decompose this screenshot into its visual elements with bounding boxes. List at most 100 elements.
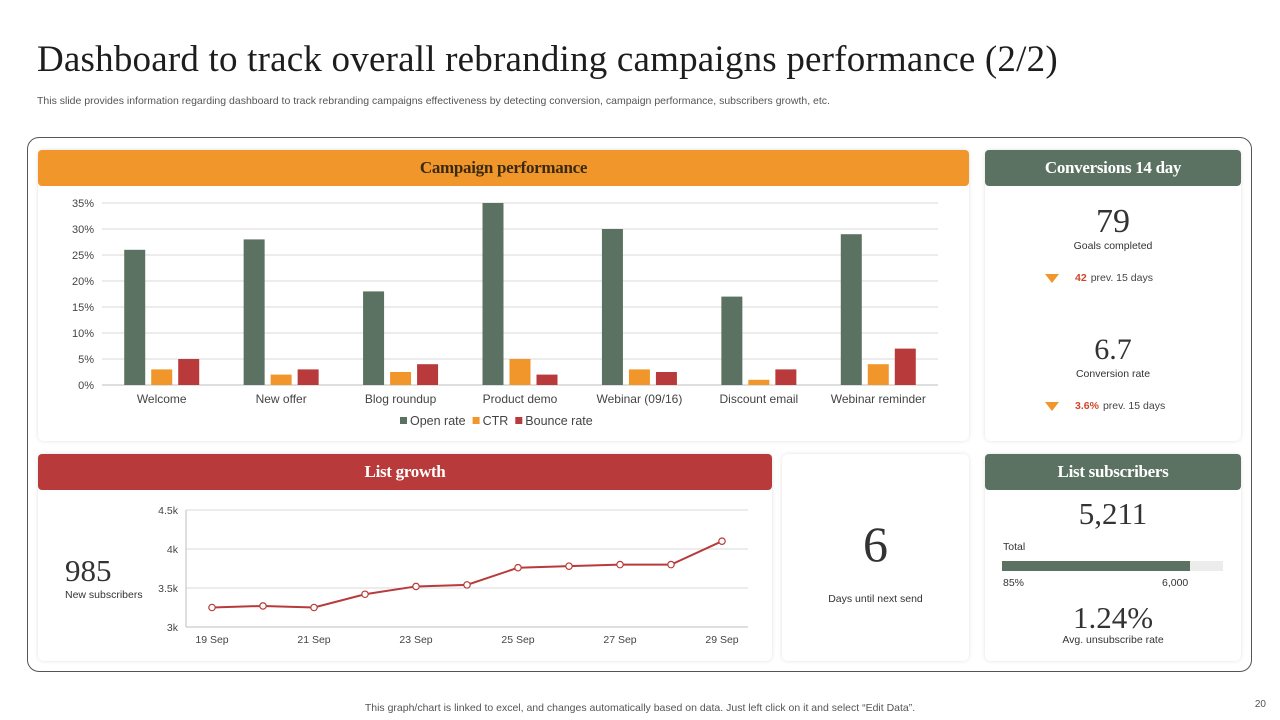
x-tick-label: Welcome — [137, 392, 187, 406]
bar-ctr[interactable] — [628, 369, 650, 385]
goals-prev-label: prev. 15 days — [1090, 272, 1153, 284]
legend-swatch — [515, 417, 523, 424]
bar-ctr[interactable] — [151, 369, 173, 385]
down-triangle-icon — [1045, 401, 1059, 411]
x-tick-label: 21 Sep — [297, 634, 330, 646]
next-send-card — [782, 454, 969, 661]
data-point[interactable] — [667, 560, 675, 569]
data-point[interactable] — [463, 581, 471, 589]
bar-open-rate[interactable] — [363, 291, 385, 385]
y-tick-label: 4k — [167, 544, 179, 556]
list-growth-chart[interactable]: 3k 3.5k 4k 4.5k 19 Sep 21 Sep 23 Sep 25 Sep 27 S… — [150, 500, 760, 655]
bar-ctr[interactable] — [390, 372, 412, 385]
unsubscribe-rate-label: Avg. unsubscribe rate — [1062, 634, 1164, 646]
legend-label: Open rate — [410, 414, 466, 428]
subscriber-progress-bar — [1002, 561, 1223, 571]
goals-prev-delta: 42 prev. 15 days — [1045, 272, 1153, 284]
goals-prev-value: 42 — [1075, 272, 1087, 284]
rate-prev-value: 3.6% — [1075, 400, 1099, 412]
x-tick-label: 27 Sep — [603, 634, 636, 646]
bar-bounce-rate[interactable] — [297, 369, 319, 385]
y-tick-label: 35% — [72, 198, 94, 210]
y-tick-label: 4.5k — [158, 505, 179, 517]
list-subscribers-value: 5,211 — [1078, 496, 1148, 531]
progress-target-label: 6,000 — [1162, 577, 1189, 589]
footer-note: This graph/chart is linked to excel, and… — [364, 702, 916, 714]
down-triangle-icon — [1045, 273, 1059, 283]
data-point[interactable] — [310, 603, 318, 612]
y-tick-label: 30% — [72, 224, 94, 236]
data-point[interactable] — [514, 563, 522, 572]
data-point[interactable] — [259, 602, 267, 610]
campaign-performance-header: Campaign performance — [38, 150, 969, 186]
bar-open-rate[interactable] — [840, 234, 862, 385]
conversion-rate-value: 6.7 — [1094, 333, 1132, 366]
x-tick-label: Discount email — [720, 392, 799, 406]
y-tick-label: 3.5k — [158, 583, 179, 595]
data-point[interactable] — [718, 537, 726, 546]
y-tick-label: 15% — [72, 302, 94, 314]
data-point[interactable] — [616, 560, 624, 569]
bar-bounce-rate[interactable] — [417, 364, 439, 385]
x-tick-label: Blog roundup — [365, 392, 437, 406]
y-tick-label: 25% — [72, 250, 94, 262]
bar-open-rate[interactable] — [721, 296, 743, 385]
bar-ctr[interactable] — [748, 379, 770, 385]
x-tick-label: Product demo — [483, 392, 558, 406]
slide-title: Dashboard to track overall rebranding ca… — [37, 39, 1058, 80]
dashboard-frame — [27, 137, 1252, 672]
y-tick-label: 5% — [78, 354, 94, 366]
campaign-performance-chart[interactable]: 0% 5% 10% 15% 20% 25% 30% 35% Welcome New offer Bl… — [38, 188, 969, 438]
days-until-next-send-value: 6 — [863, 516, 888, 572]
y-tick-label: 10% — [72, 328, 94, 340]
x-tick-label: 19 Sep — [195, 634, 228, 646]
bar-ctr[interactable] — [867, 364, 889, 385]
x-tick-label: 29 Sep — [705, 634, 738, 646]
page-number: 20 — [1254, 699, 1266, 710]
bar-bounce-rate[interactable] — [775, 369, 797, 385]
x-tick-label: Webinar (09/16) — [597, 392, 683, 406]
legend-swatch — [400, 417, 407, 424]
data-point[interactable] — [412, 582, 420, 591]
y-tick-label: 0% — [78, 380, 94, 392]
bar-open-rate[interactable] — [243, 239, 265, 385]
bar-bounce-rate[interactable] — [894, 348, 916, 385]
new-subscribers-label: New subscribers — [65, 589, 143, 601]
subscriber-progress-fill — [1002, 561, 1190, 571]
legend-swatch — [472, 417, 480, 424]
x-tick-label: Webinar reminder — [831, 392, 926, 406]
data-point[interactable] — [361, 590, 369, 599]
slide-subtitle: This slide provides information regardin… — [37, 95, 830, 107]
goals-completed-value: 79 — [1096, 203, 1130, 240]
data-point[interactable] — [565, 562, 573, 570]
conversions-header: Conversions 14 day — [985, 150, 1241, 186]
rate-prev-delta: 3.6% prev. 15 days — [1045, 400, 1165, 412]
bar-ctr[interactable] — [270, 374, 292, 385]
bar-bounce-rate[interactable] — [655, 372, 677, 385]
bar-open-rate[interactable] — [601, 229, 623, 385]
data-point[interactable] — [208, 603, 216, 612]
y-tick-label: 20% — [72, 276, 94, 288]
y-tick-label: 3k — [167, 622, 179, 634]
total-label: Total — [1003, 541, 1026, 553]
rate-prev-label: prev. 15 days — [1102, 400, 1166, 412]
legend-label: Bounce rate — [525, 414, 592, 428]
list-subscribers-header: List subscribers — [985, 454, 1241, 490]
list-growth-header: List growth — [38, 454, 772, 490]
x-tick-label: New offer — [256, 392, 307, 406]
x-tick-label: 25 Sep — [501, 634, 534, 646]
series-line-list-growth — [211, 540, 723, 609]
legend-label: CTR — [483, 414, 509, 428]
bar-bounce-rate[interactable] — [178, 359, 200, 385]
progress-percent-label: 85% — [1003, 577, 1025, 589]
unsubscribe-rate-value: 1.24% — [1072, 600, 1154, 635]
days-until-next-send-label: Days until next send — [828, 593, 923, 605]
bar-open-rate[interactable] — [482, 203, 504, 385]
conversion-rate-label: Conversion rate — [1075, 368, 1151, 380]
bar-bounce-rate[interactable] — [536, 374, 558, 385]
bar-ctr[interactable] — [509, 359, 531, 385]
x-tick-label: 23 Sep — [399, 634, 432, 646]
new-subscribers-value: 985 — [65, 553, 112, 588]
bar-open-rate[interactable] — [124, 249, 146, 385]
conversions-card — [985, 150, 1241, 441]
